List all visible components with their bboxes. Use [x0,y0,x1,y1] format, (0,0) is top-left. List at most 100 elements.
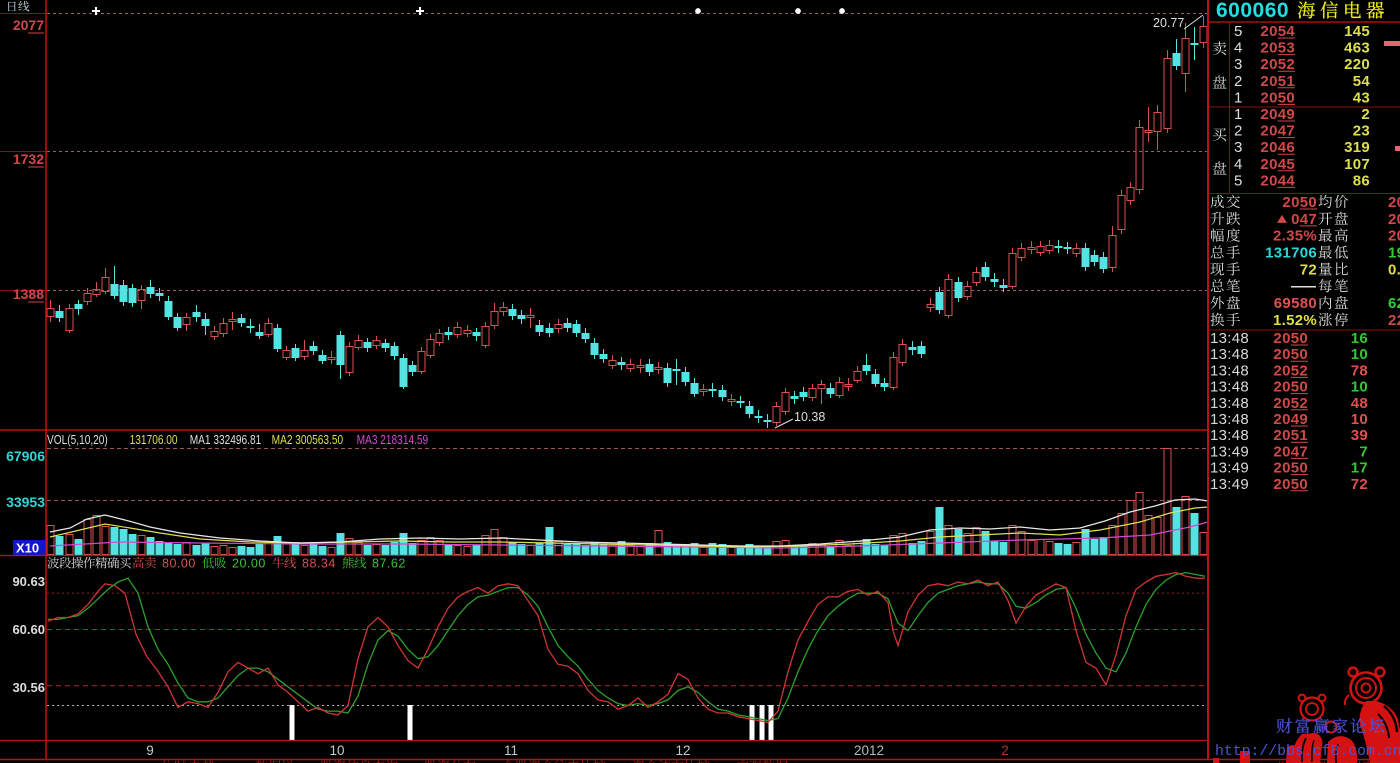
svg-text:72: 72 [1300,261,1317,278]
svg-text:2.35%: 2.35% [1273,228,1317,245]
svg-text:69580: 69580 [1274,295,1317,312]
svg-text:13:48: 13:48 [1210,395,1249,412]
svg-text:2052: 2052 [1260,56,1295,73]
svg-text:13:48: 13:48 [1210,330,1249,347]
svg-text:13:49: 13:49 [1210,443,1249,460]
svg-text:047: 047 [1291,211,1317,228]
svg-text:13:48: 13:48 [1210,411,1249,428]
svg-text:2: 2 [1001,743,1009,758]
svg-text:10: 10 [1351,379,1368,396]
svg-text:80.00: 80.00 [162,557,196,571]
svg-text:2: 2 [1361,106,1370,123]
svg-text:4: 4 [1234,156,1242,173]
svg-text:4: 4 [1234,40,1242,57]
svg-text:20.77: 20.77 [1153,16,1184,30]
svg-text:X10: X10 [16,541,39,556]
svg-text:2050: 2050 [1273,460,1308,477]
svg-text:2051: 2051 [1273,427,1308,444]
svg-text:2049: 2049 [1273,411,1308,428]
svg-text:30.56: 30.56 [12,680,45,695]
svg-text:1: 1 [1234,89,1242,106]
svg-text:12: 12 [675,743,690,758]
svg-text:19: 19 [1388,245,1400,262]
svg-text:131706.00: 131706.00 [130,433,178,447]
svg-text:2047: 2047 [1273,443,1308,460]
svg-text:2050: 2050 [1273,379,1308,396]
svg-text:10: 10 [1351,411,1368,428]
svg-text:2: 2 [1234,73,1242,90]
svg-text:2012: 2012 [854,743,884,758]
svg-text:2054: 2054 [1260,23,1295,40]
svg-text:2050: 2050 [1273,330,1308,347]
svg-text:600060: 600060 [1216,0,1289,22]
svg-text:10: 10 [329,743,344,758]
svg-text:2047: 2047 [1260,123,1295,140]
svg-text:62: 62 [1388,295,1400,312]
svg-text:78: 78 [1351,362,1368,379]
svg-text:54: 54 [1353,73,1371,90]
svg-text:20: 20 [1388,211,1400,228]
svg-text:3: 3 [1234,139,1242,156]
svg-text:23: 23 [1353,123,1370,140]
svg-text:2045: 2045 [1260,156,1295,173]
svg-text:1: 1 [1234,106,1242,123]
svg-text:33953: 33953 [6,494,45,510]
svg-text:2046: 2046 [1260,139,1295,156]
svg-text:2044: 2044 [1260,172,1295,189]
svg-text:9: 9 [146,743,154,758]
svg-text:VOL(5,10,20): VOL(5,10,20) [47,433,108,447]
svg-text:2049: 2049 [1260,106,1295,123]
svg-text:2053: 2053 [1260,40,1295,57]
svg-text:10: 10 [1351,346,1368,363]
svg-text:11: 11 [504,743,518,758]
svg-text:MA2 300563.50: MA2 300563.50 [272,433,344,447]
svg-text:MA1 332496.81: MA1 332496.81 [190,433,261,447]
svg-text:MA3 218314.59: MA3 218314.59 [357,433,428,447]
svg-text:20.00: 20.00 [232,557,266,571]
svg-text:39: 39 [1351,427,1368,444]
svg-text:86: 86 [1353,172,1370,189]
svg-text:13:48: 13:48 [1210,427,1249,444]
svg-text:48: 48 [1351,395,1368,412]
svg-text:22: 22 [1388,312,1400,329]
svg-text:13:48: 13:48 [1210,379,1249,396]
svg-text:72: 72 [1351,476,1368,493]
svg-text:2052: 2052 [1273,362,1308,379]
svg-text:319: 319 [1344,139,1370,156]
svg-text:220: 220 [1344,56,1370,73]
svg-text:2: 2 [1234,123,1242,140]
svg-text:2077: 2077 [13,17,44,33]
svg-text:3: 3 [1234,56,1242,73]
svg-text:10.38: 10.38 [794,410,825,424]
svg-text:2051: 2051 [1260,73,1295,90]
svg-text:2050: 2050 [1273,346,1308,363]
svg-text:60.60: 60.60 [12,622,45,637]
svg-text:88.34: 88.34 [302,557,336,571]
svg-text:13:48: 13:48 [1210,362,1249,379]
svg-text:87.62: 87.62 [372,557,406,571]
svg-text:7: 7 [1359,443,1368,460]
svg-text:67906: 67906 [6,448,45,464]
svg-text:2050: 2050 [1282,194,1317,211]
svg-text:13:48: 13:48 [1210,346,1249,363]
svg-text:2050: 2050 [1273,476,1308,493]
svg-text:5: 5 [1234,23,1242,40]
svg-text:1732: 1732 [13,151,44,167]
svg-text:5: 5 [1234,172,1242,189]
svg-text:90.63: 90.63 [12,574,45,589]
svg-text:20: 20 [1388,194,1400,211]
svg-text:131706: 131706 [1265,245,1317,262]
svg-text:17: 17 [1351,460,1368,477]
svg-text:13:49: 13:49 [1210,476,1249,493]
svg-text:2052: 2052 [1273,395,1308,412]
svg-text:16: 16 [1351,330,1368,347]
svg-text:463: 463 [1344,40,1370,57]
svg-text:1388: 1388 [13,286,44,302]
svg-text:20: 20 [1388,228,1400,245]
svg-text:145: 145 [1344,23,1370,40]
svg-text:43: 43 [1353,89,1370,106]
svg-text:1.52%: 1.52% [1273,312,1317,329]
svg-text:13:49: 13:49 [1210,460,1249,477]
svg-text:0.: 0. [1388,261,1400,278]
svg-text:http://bbs.cf8.com.cn: http://bbs.cf8.com.cn [1215,744,1400,760]
